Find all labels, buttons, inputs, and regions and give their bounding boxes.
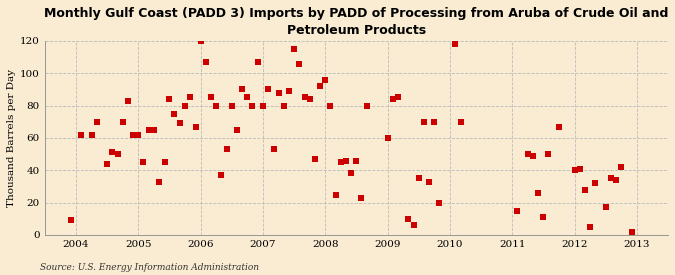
Point <box>325 103 335 108</box>
Point <box>626 230 637 234</box>
Point <box>450 42 460 46</box>
Point <box>226 103 237 108</box>
Point <box>91 120 102 124</box>
Point <box>185 95 196 100</box>
Point <box>232 128 242 132</box>
Point <box>263 87 273 92</box>
Point <box>76 133 86 137</box>
Point <box>211 103 221 108</box>
Point <box>159 160 170 164</box>
Point <box>169 111 180 116</box>
Point <box>242 95 253 100</box>
Point <box>331 192 342 197</box>
Point <box>429 120 439 124</box>
Point <box>522 152 533 156</box>
Point <box>512 208 522 213</box>
Point <box>299 95 310 100</box>
Point <box>393 95 404 100</box>
Point <box>382 136 393 140</box>
Point <box>538 215 549 219</box>
Y-axis label: Thousand Barrels per Day: Thousand Barrels per Day <box>7 69 16 207</box>
Point <box>268 147 279 152</box>
Point <box>122 98 133 103</box>
Point <box>418 120 429 124</box>
Point <box>216 173 227 177</box>
Point <box>107 150 117 155</box>
Text: Source: U.S. Energy Information Administration: Source: U.S. Energy Information Administ… <box>40 263 259 272</box>
Point <box>413 176 424 181</box>
Point <box>387 97 398 101</box>
Point <box>200 60 211 64</box>
Point <box>315 84 326 88</box>
Point <box>284 89 294 93</box>
Point <box>86 133 97 137</box>
Point <box>65 218 76 222</box>
Point <box>294 61 304 66</box>
Point <box>304 97 315 101</box>
Point <box>403 217 414 221</box>
Point <box>600 205 611 210</box>
Point <box>112 152 123 156</box>
Point <box>346 171 357 176</box>
Point <box>335 160 346 164</box>
Point <box>252 60 263 64</box>
Point <box>138 160 148 164</box>
Point <box>278 103 289 108</box>
Point <box>569 168 580 172</box>
Point <box>590 181 601 185</box>
Point <box>309 157 320 161</box>
Point <box>408 223 419 227</box>
Point <box>237 87 248 92</box>
Point <box>605 176 616 181</box>
Point <box>180 103 190 108</box>
Point <box>258 103 269 108</box>
Point <box>424 179 435 184</box>
Point <box>148 128 159 132</box>
Point <box>144 128 155 132</box>
Point <box>117 120 128 124</box>
Point <box>533 191 544 195</box>
Point <box>175 121 186 126</box>
Point <box>585 225 595 229</box>
Title: Monthly Gulf Coast (PADD 3) Imports by PADD of Processing from Aruba of Crude Oi: Monthly Gulf Coast (PADD 3) Imports by P… <box>45 7 669 37</box>
Point <box>273 90 284 95</box>
Point <box>543 152 554 156</box>
Point <box>351 158 362 163</box>
Point <box>190 124 201 129</box>
Point <box>247 103 258 108</box>
Point <box>340 158 351 163</box>
Point <box>554 124 564 129</box>
Point <box>574 166 585 171</box>
Point <box>320 78 331 82</box>
Point <box>356 196 367 200</box>
Point <box>153 179 164 184</box>
Point <box>455 120 466 124</box>
Point <box>616 165 626 169</box>
Point <box>128 133 139 137</box>
Point <box>206 95 217 100</box>
Point <box>580 188 591 192</box>
Point <box>164 97 175 101</box>
Point <box>289 47 300 51</box>
Point <box>195 39 206 43</box>
Point <box>102 162 113 166</box>
Point <box>362 103 373 108</box>
Point <box>527 153 538 158</box>
Point <box>611 178 622 182</box>
Point <box>133 133 144 137</box>
Point <box>221 147 232 152</box>
Point <box>434 200 445 205</box>
